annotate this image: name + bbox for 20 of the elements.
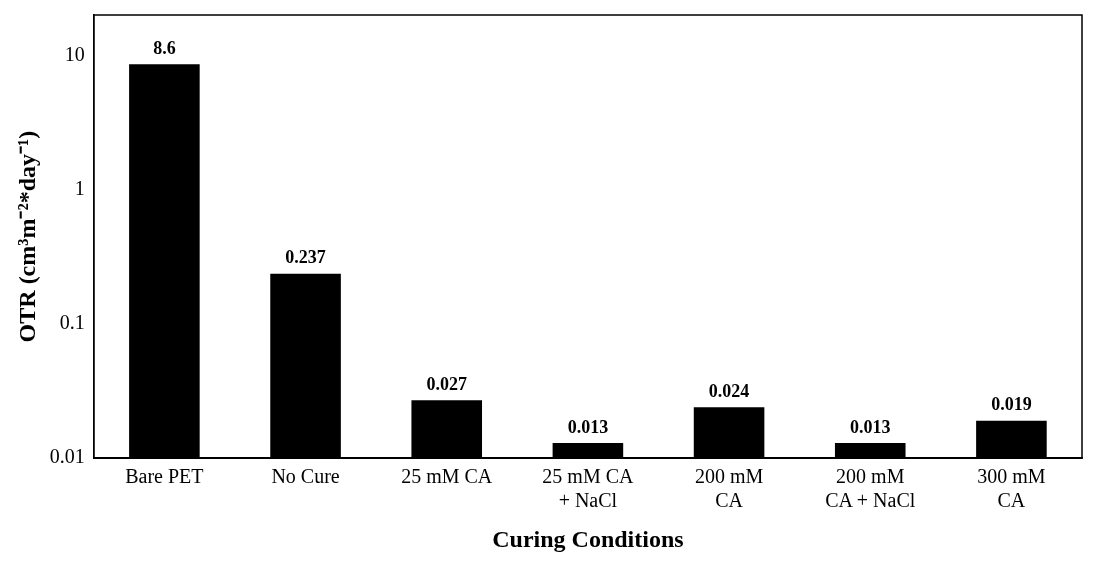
data-label: 0.013 bbox=[567, 416, 609, 437]
y-tick-label: 0.1 bbox=[59, 311, 85, 334]
x-tick-label: 300 mM CA bbox=[977, 465, 1046, 512]
x-tick-label: 25 mM CA bbox=[401, 465, 493, 488]
data-label: 0.019 bbox=[991, 394, 1032, 415]
data-label: 0.013 bbox=[849, 416, 891, 437]
x-tick-label: No Cure bbox=[271, 465, 340, 488]
y-axis-title: OTR (cm³m⁻²*day⁻¹) bbox=[13, 130, 40, 343]
y-tick-label: 10 bbox=[64, 42, 85, 65]
x-tick-label: 200 mM CA + NaCl bbox=[825, 465, 916, 512]
x-axis-title: Curing Conditions bbox=[492, 525, 684, 552]
data-label: 0.237 bbox=[285, 247, 326, 268]
x-tick-label: Bare PET bbox=[125, 465, 204, 488]
x-tick-label: 25 mM CA + NaCl bbox=[542, 465, 635, 512]
data-label: 0.024 bbox=[708, 380, 750, 401]
y-tick-label: 0.01 bbox=[49, 445, 85, 468]
data-label: 0.027 bbox=[426, 373, 467, 394]
data-label: 8.6 bbox=[153, 37, 176, 58]
x-tick-label: 200 mM CA bbox=[694, 465, 764, 512]
y-tick-label: 1 bbox=[74, 176, 85, 199]
